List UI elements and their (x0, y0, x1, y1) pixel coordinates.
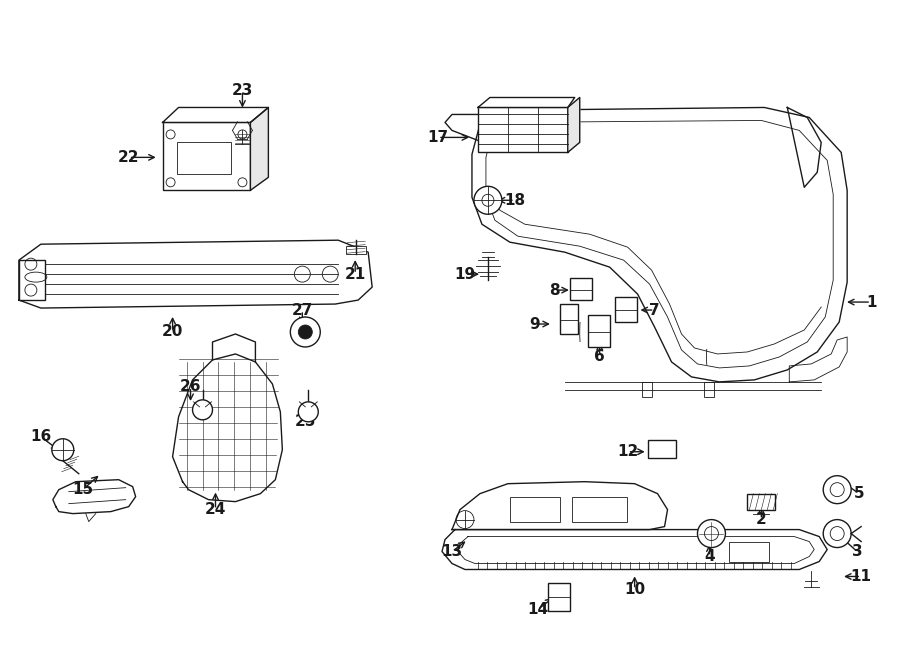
Text: 7: 7 (649, 303, 660, 318)
Text: 24: 24 (205, 502, 226, 517)
Text: 8: 8 (550, 283, 560, 298)
Circle shape (474, 186, 502, 214)
Circle shape (824, 476, 851, 504)
Text: 14: 14 (527, 602, 548, 617)
Text: 5: 5 (854, 486, 865, 501)
Circle shape (291, 317, 320, 347)
Text: 19: 19 (454, 267, 475, 281)
Bar (346, 246, 366, 254)
Text: 11: 11 (850, 569, 871, 584)
Bar (19, 260, 45, 300)
Bar (642, 382, 652, 397)
Text: 18: 18 (504, 193, 526, 208)
Polygon shape (163, 107, 268, 122)
Text: 20: 20 (162, 324, 184, 340)
Bar (478, 107, 568, 152)
Text: 17: 17 (428, 130, 448, 145)
Text: 16: 16 (31, 429, 51, 444)
Bar (570, 278, 591, 300)
Circle shape (298, 325, 312, 339)
Text: 25: 25 (294, 414, 316, 430)
Text: 9: 9 (529, 316, 540, 332)
Bar (705, 382, 715, 397)
Text: 27: 27 (292, 303, 313, 318)
Bar (648, 440, 676, 457)
Bar (176, 142, 231, 174)
Polygon shape (442, 530, 827, 569)
Text: 6: 6 (594, 350, 605, 365)
Polygon shape (53, 480, 136, 514)
Polygon shape (452, 482, 668, 530)
Bar (747, 494, 775, 510)
Polygon shape (478, 97, 575, 107)
Circle shape (298, 402, 319, 422)
Text: 26: 26 (180, 379, 202, 395)
Bar (615, 297, 636, 322)
Text: 22: 22 (118, 150, 140, 165)
Text: 3: 3 (851, 544, 862, 559)
Bar (510, 496, 560, 522)
Circle shape (698, 520, 725, 547)
Text: 1: 1 (866, 295, 877, 310)
Bar (163, 122, 250, 190)
Text: 2: 2 (756, 512, 767, 527)
Bar (560, 304, 578, 334)
Polygon shape (568, 97, 580, 152)
Bar (729, 542, 769, 561)
Text: 13: 13 (441, 544, 463, 559)
Bar (548, 583, 570, 612)
Text: 10: 10 (624, 582, 645, 597)
Text: 15: 15 (72, 482, 94, 497)
Text: 4: 4 (704, 549, 715, 564)
Circle shape (193, 400, 212, 420)
Polygon shape (173, 354, 283, 502)
Polygon shape (250, 107, 268, 190)
Text: 21: 21 (345, 267, 365, 281)
Polygon shape (19, 240, 373, 308)
Text: 23: 23 (231, 83, 253, 98)
Bar (572, 496, 626, 522)
Circle shape (52, 439, 74, 461)
Bar (588, 315, 609, 347)
Text: 12: 12 (617, 444, 638, 459)
Circle shape (824, 520, 851, 547)
